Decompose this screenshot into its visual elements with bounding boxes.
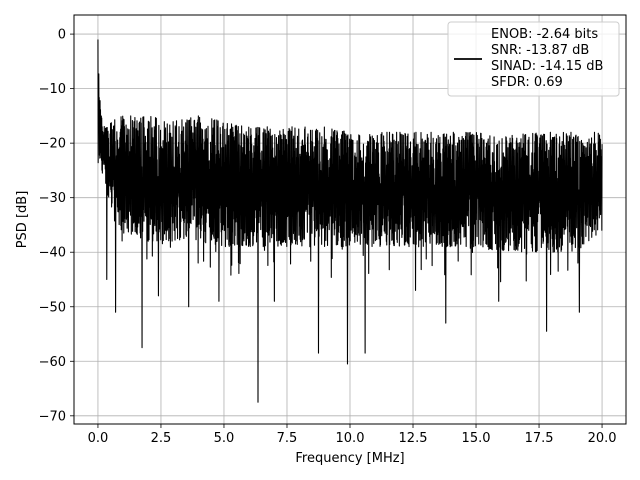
y-tick-label: −20 <box>39 137 66 152</box>
x-tick-label: 7.5 <box>277 431 298 446</box>
legend-text-sinad: SINAD: -14.15 dB <box>491 59 603 74</box>
legend-text-enob: ENOB: -2.64 bits <box>491 27 598 42</box>
x-tick-label: 12.5 <box>399 431 428 446</box>
x-axis-label: Frequency [MHz] <box>295 451 404 466</box>
x-tick-label: 0.0 <box>88 431 109 446</box>
legend: ENOB: -2.64 bits SNR: -13.87 dB SINAD: -… <box>447 21 620 97</box>
x-tick-label: 2.5 <box>151 431 172 446</box>
x-tick-label: 5.0 <box>214 431 235 446</box>
y-tick-label: 0 <box>58 28 66 43</box>
x-tick-label: 10.0 <box>336 431 365 446</box>
y-tick-label: −60 <box>39 355 66 370</box>
axis-ticks: 0.0 2.5 5.0 7.5 10.0 12.5 15.0 17.5 20.0 0 −10 −20 −… <box>39 28 617 446</box>
y-tick-label: −40 <box>39 246 66 261</box>
y-tick-label: −50 <box>39 300 66 315</box>
y-tick-label: −10 <box>39 82 66 97</box>
psd-trace <box>97 39 603 403</box>
y-tick-label: −70 <box>39 409 66 424</box>
psd-trace-line <box>97 39 603 403</box>
x-tick-label: 17.5 <box>525 431 554 446</box>
legend-box <box>447 21 620 97</box>
x-tick-label: 20.0 <box>588 431 617 446</box>
legend-text-sfdr: SFDR: 0.69 <box>491 75 563 90</box>
legend-text-snr: SNR: -13.87 dB <box>491 43 589 58</box>
x-tick-label: 15.0 <box>462 431 491 446</box>
y-tick-label: −30 <box>39 191 66 206</box>
y-axis-label: PSD [dB] <box>15 191 30 249</box>
